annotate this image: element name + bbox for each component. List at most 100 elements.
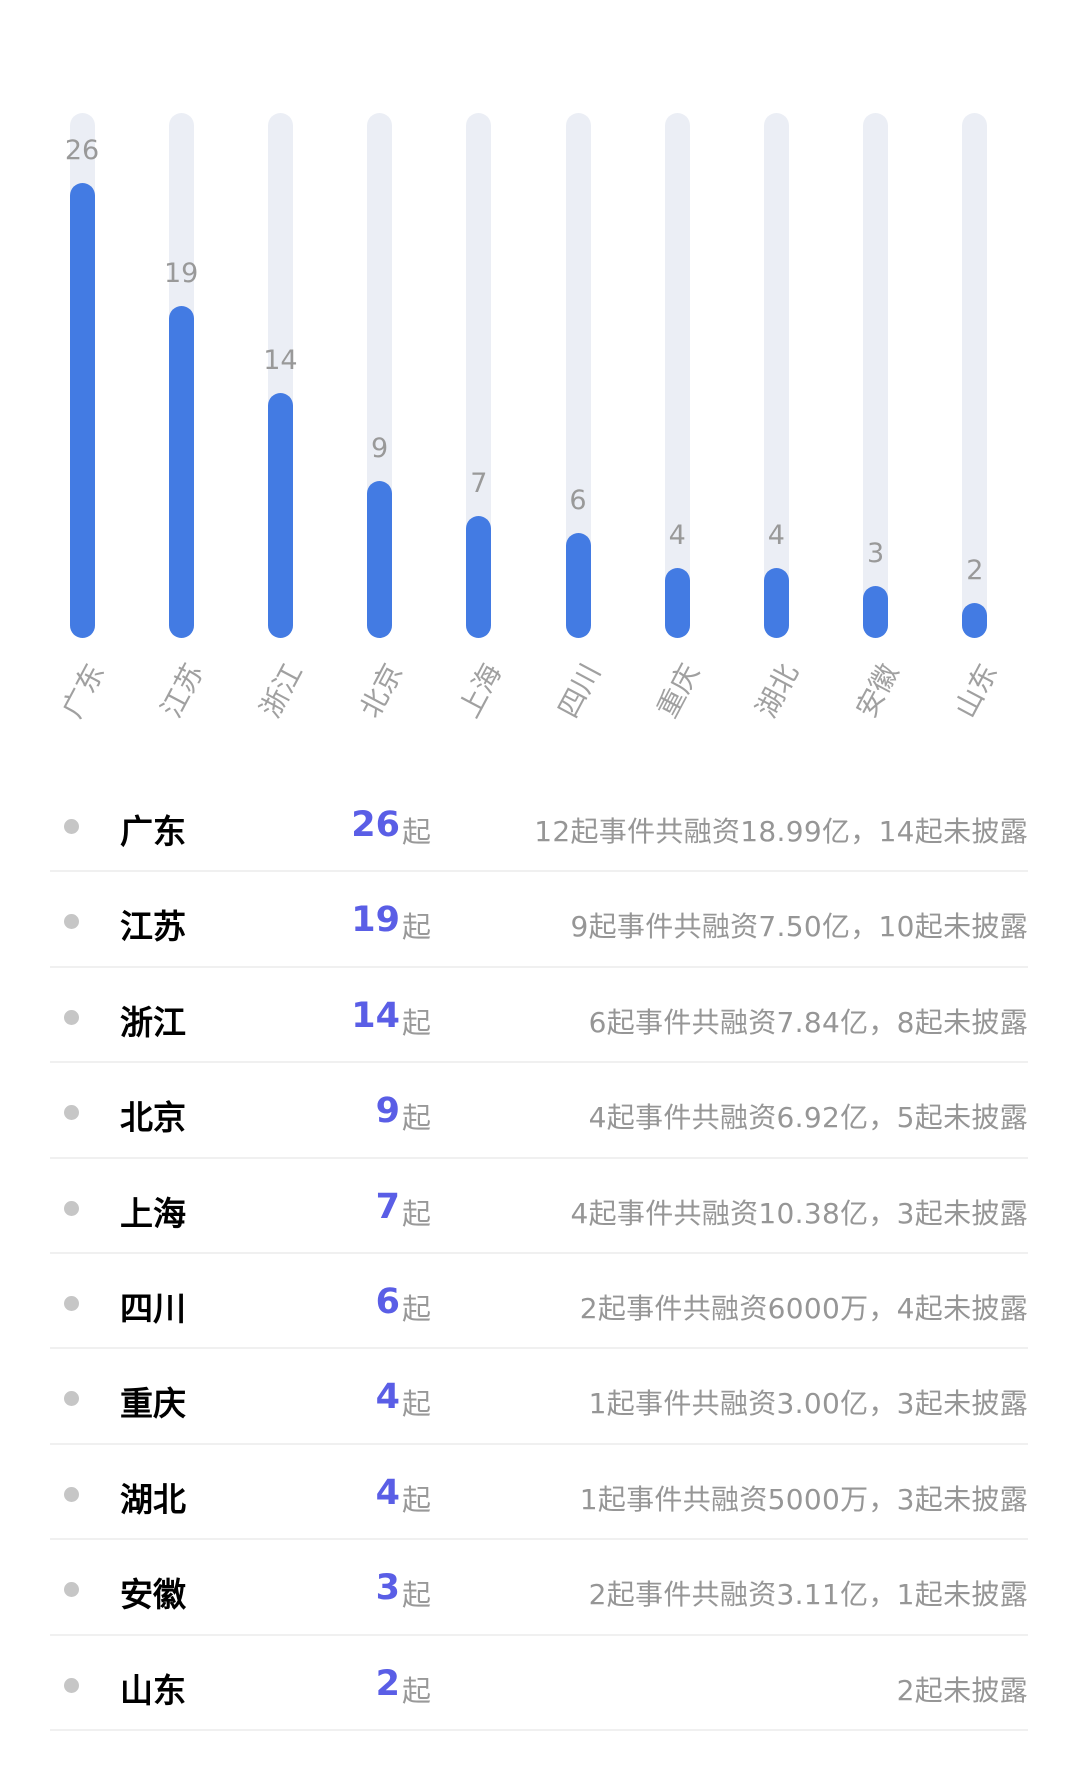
- province-name: 浙江: [120, 1002, 186, 1042]
- financing-detail: 6起事件共融资7.84亿，8起未披露: [588, 1005, 1028, 1039]
- bar-column[interactable]: 14: [263, 113, 298, 638]
- financing-detail: 2起事件共融资6000万，4起未披露: [579, 1291, 1028, 1325]
- province-bar-chart: 26 广东 19 江苏 14 浙江 9 北京 7 上海 6 四川 4 重庆 4 湖北 3 安徽 2 山东: [0, 0, 1080, 760]
- financing-detail: 1起事件共融资3.00亿，3起未披露: [588, 1387, 1028, 1421]
- bar: [763, 568, 789, 638]
- bar-value-label: 3: [867, 537, 885, 569]
- bar-track: [863, 113, 889, 638]
- bar-column[interactable]: 9: [367, 113, 393, 638]
- bullet-dot-icon: [64, 1105, 79, 1121]
- event-count: 4: [375, 1377, 400, 1418]
- list-item[interactable]: 安徽 3 起 2起事件共融资3.11亿，1起未披露: [50, 1540, 1028, 1636]
- bullet-dot-icon: [64, 1582, 79, 1598]
- list-item[interactable]: 重庆 4 起 1起事件共融资3.00亿，3起未披露: [50, 1349, 1028, 1445]
- bar: [962, 603, 988, 638]
- event-count: 2: [375, 1663, 400, 1704]
- event-count: 26: [351, 805, 400, 845]
- bar-column[interactable]: 2: [962, 113, 988, 638]
- province-list: 广东 26 起 12起事件共融资18.99亿，14起未披露 江苏 19 起 9起事件共融资7.…: [50, 777, 1028, 1731]
- bar-track: [962, 113, 988, 638]
- bar: [466, 515, 492, 638]
- province-name: 广东: [120, 812, 186, 851]
- financing-detail: 1起事件共融资5000万，3起未披露: [579, 1482, 1028, 1516]
- bar-track: [763, 113, 789, 638]
- bar: [863, 585, 889, 638]
- province-name: 湖北: [120, 1479, 186, 1519]
- bar: [267, 393, 293, 638]
- province-name: 上海: [120, 1193, 186, 1233]
- bar-column[interactable]: 7: [466, 113, 492, 638]
- bar-column[interactable]: 3: [863, 113, 889, 638]
- bar: [168, 305, 194, 638]
- bar-value-label: 6: [569, 485, 587, 516]
- event-count: 9: [375, 1091, 400, 1132]
- x-axis-label: 安徽: [849, 658, 905, 724]
- count-unit: 起: [402, 1673, 432, 1708]
- bar: [367, 480, 393, 638]
- count-unit: 起: [402, 1387, 432, 1422]
- count-unit: 起: [402, 1101, 432, 1136]
- bullet-dot-icon: [64, 819, 79, 834]
- bar-value-label: 7: [470, 467, 488, 499]
- event-count: 14: [351, 995, 400, 1036]
- bar-column[interactable]: 6: [565, 113, 591, 638]
- count-unit: 起: [402, 1291, 432, 1326]
- list-item[interactable]: 浙江 14 起 6起事件共融资7.84亿，8起未披露: [50, 968, 1028, 1064]
- x-axis-label: 四川: [551, 658, 608, 724]
- bullet-dot-icon: [64, 1677, 79, 1693]
- x-axis-label: 广东: [55, 658, 112, 724]
- financing-detail: 4起事件共融资6.92亿，5起未披露: [588, 1101, 1028, 1135]
- list-item[interactable]: 江苏 19 起 9起事件共融资7.50亿，10起未披露: [50, 872, 1028, 968]
- event-count: 3: [375, 1568, 400, 1609]
- count-unit: 起: [402, 1578, 432, 1613]
- financing-detail: 2起事件共融资3.11亿，1起未披露: [588, 1578, 1028, 1612]
- bullet-dot-icon: [64, 914, 79, 930]
- event-count: 19: [351, 900, 400, 941]
- bullet-dot-icon: [64, 1009, 79, 1025]
- x-axis-label: 北京: [353, 658, 409, 724]
- bar-value-label: 4: [767, 520, 785, 551]
- bar: [565, 533, 591, 638]
- bullet-dot-icon: [64, 1295, 79, 1311]
- event-count: 6: [375, 1281, 400, 1322]
- x-axis-label: 浙江: [253, 658, 310, 724]
- x-axis-label: 山东: [948, 658, 1004, 724]
- count-unit: 起: [402, 1196, 432, 1231]
- bar-column[interactable]: 26: [65, 113, 99, 638]
- province-name: 山东: [120, 1670, 186, 1710]
- province-name: 四川: [120, 1288, 186, 1328]
- financing-detail: 4起事件共融资10.38亿，3起未披露: [570, 1196, 1028, 1230]
- event-count: 7: [375, 1186, 400, 1227]
- count-unit: 起: [402, 1482, 432, 1517]
- bar-column[interactable]: 4: [664, 113, 690, 638]
- financing-detail: 9起事件共融资7.50亿，10起未披露: [570, 910, 1028, 944]
- bullet-dot-icon: [64, 1486, 79, 1502]
- x-axis-label: 重庆: [650, 658, 707, 724]
- bar-column[interactable]: 19: [164, 113, 198, 638]
- list-item[interactable]: 上海 7 起 4起事件共融资10.38亿，3起未披露: [50, 1159, 1028, 1254]
- financing-detail: 12起事件共融资18.99亿，14起未披露: [534, 815, 1028, 848]
- list-item[interactable]: 湖北 4 起 1起事件共融资5000万，3起未披露: [50, 1445, 1028, 1541]
- list-item[interactable]: 山东 2 起 2起未披露: [50, 1636, 1028, 1731]
- province-name: 重庆: [120, 1384, 186, 1424]
- bar-column[interactable]: 4: [763, 113, 789, 638]
- bar-value-label: 19: [164, 257, 199, 289]
- bar: [69, 183, 95, 638]
- bullet-dot-icon: [64, 1200, 79, 1216]
- province-name: 安徽: [120, 1575, 186, 1615]
- list-item[interactable]: 四川 6 起 2起事件共融资6000万，4起未披露: [50, 1254, 1028, 1350]
- list-item[interactable]: 广东 26 起 12起事件共融资18.99亿，14起未披露: [50, 777, 1028, 873]
- count-unit: 起: [402, 910, 432, 945]
- count-unit: 起: [402, 815, 432, 849]
- financing-detail: 2起未披露: [896, 1673, 1028, 1707]
- event-count: 4: [375, 1472, 400, 1513]
- x-axis-label: 湖北: [749, 658, 806, 724]
- bar-value-label: 14: [263, 345, 298, 376]
- bar: [664, 568, 690, 638]
- bar-value-label: 4: [668, 520, 686, 551]
- province-name: 江苏: [120, 907, 186, 947]
- list-item[interactable]: 北京 9 起 4起事件共融资6.92亿，5起未披露: [50, 1063, 1028, 1159]
- count-unit: 起: [402, 1005, 432, 1040]
- province-name: 北京: [120, 1098, 186, 1138]
- x-axis-label: 上海: [452, 658, 508, 724]
